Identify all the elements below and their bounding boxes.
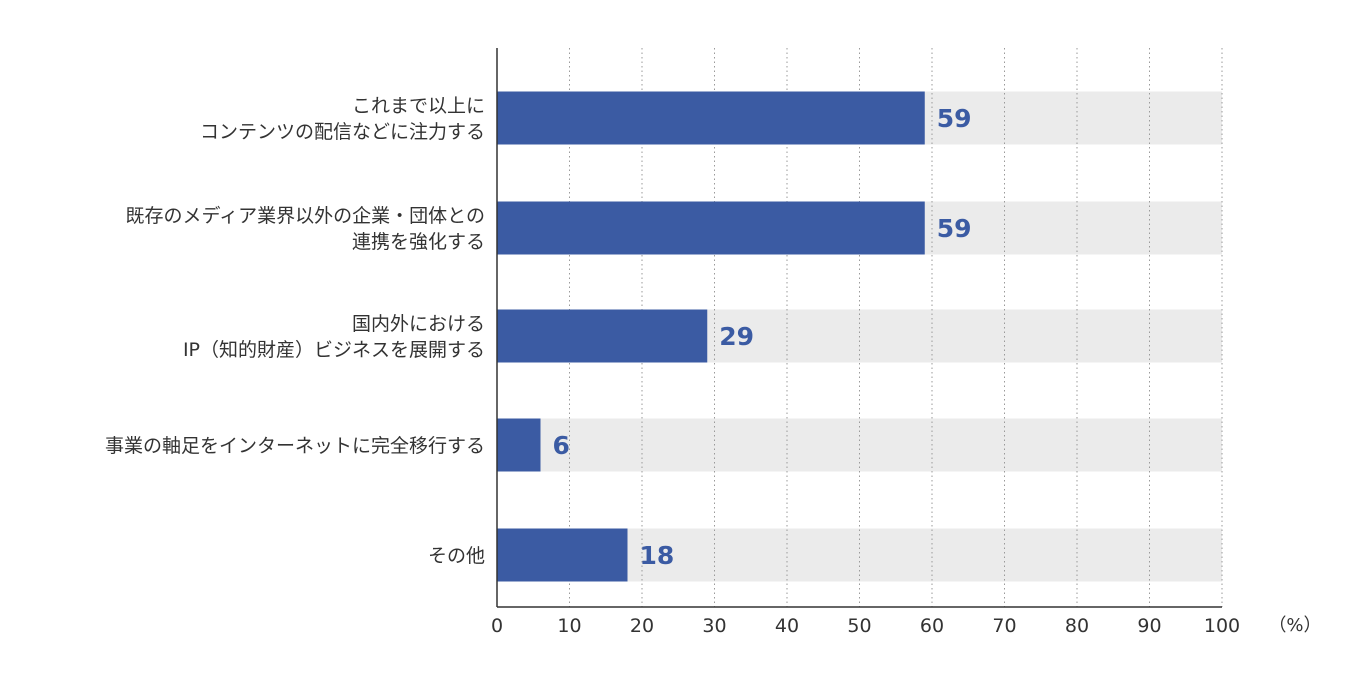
bar-value-label: 18 xyxy=(640,541,675,570)
category-label: その他 xyxy=(428,545,485,567)
x-tick-label: 90 xyxy=(1137,615,1161,637)
x-tick-label: 10 xyxy=(557,615,581,637)
category-label: IP（知的財産）ビジネスを展開する xyxy=(183,339,485,361)
x-tick-labels: 0 10 20 30 40 50 60 70 80 90 100 xyxy=(491,615,1240,637)
axes xyxy=(496,48,1222,608)
bar-value-label: 59 xyxy=(937,214,972,243)
bar xyxy=(497,309,708,363)
x-tick-label: 60 xyxy=(920,615,944,637)
x-tick-label: 80 xyxy=(1065,615,1089,637)
bar xyxy=(497,418,541,472)
category-label: これまで以上に xyxy=(352,95,485,117)
x-tick-label: 30 xyxy=(702,615,726,637)
category-label: 連携を強化する xyxy=(352,231,485,253)
bars xyxy=(497,91,925,582)
bar-value-label: 6 xyxy=(553,431,570,460)
bar-value-label: 29 xyxy=(719,322,754,351)
x-tick-label: 40 xyxy=(775,615,799,637)
category-label: 既存のメディア業界以外の企業・団体との xyxy=(126,205,485,227)
x-tick-label: 70 xyxy=(992,615,1016,637)
bar-value-label: 59 xyxy=(937,104,972,133)
x-tick-label: 100 xyxy=(1204,615,1240,637)
bar xyxy=(497,91,925,145)
bar xyxy=(497,528,628,582)
x-tick-label: 50 xyxy=(847,615,871,637)
value-labels: 59 59 29 6 18 xyxy=(553,104,972,570)
x-axis-unit-label: （%） xyxy=(1268,615,1321,636)
category-label: 事業の軸足をインターネットに完全移行する xyxy=(105,435,485,457)
category-label: 国内外における xyxy=(352,313,485,335)
x-tick-label: 0 xyxy=(491,615,503,637)
category-labels: これまで以上にコンテンツの配信などに注力する既存のメディア業界以外の企業・団体と… xyxy=(105,95,485,567)
x-tick-label: 20 xyxy=(630,615,654,637)
bar xyxy=(497,201,925,255)
category-label: コンテンツの配信などに注力する xyxy=(200,121,485,143)
